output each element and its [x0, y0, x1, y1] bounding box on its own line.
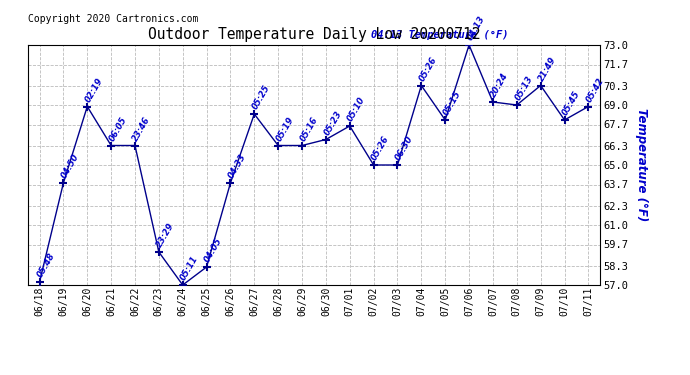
Text: 05:42: 05:42: [584, 76, 606, 104]
Text: Copyright 2020 Cartronics.com: Copyright 2020 Cartronics.com: [28, 14, 198, 24]
Text: 05:25: 05:25: [250, 84, 272, 111]
Text: 05:13: 05:13: [513, 75, 534, 102]
Text: 05:10: 05:10: [346, 96, 367, 123]
Text: 05:48: 05:48: [36, 252, 57, 279]
Text: 21:49: 21:49: [537, 55, 558, 83]
Text: 05:45: 05:45: [561, 90, 582, 117]
Text: 04:05: 04:05: [203, 237, 224, 264]
Y-axis label: Temperature (°F): Temperature (°F): [635, 108, 647, 222]
Text: 04:13: 04:13: [466, 15, 486, 42]
Text: 23:46: 23:46: [131, 115, 152, 143]
Title: Outdoor Temperature Daily Low 20200712: Outdoor Temperature Daily Low 20200712: [148, 27, 480, 42]
Text: 05:26: 05:26: [370, 135, 391, 162]
Text: 05:16: 05:16: [298, 115, 319, 143]
Text: 06:05: 06:05: [108, 115, 129, 143]
Text: 06:30: 06:30: [394, 135, 415, 162]
Text: 23:29: 23:29: [155, 222, 177, 249]
Text: 20:24: 20:24: [489, 72, 511, 99]
Text: 04:13 Temperature (°F): 04:13 Temperature (°F): [371, 30, 509, 40]
Text: 02:19: 02:19: [83, 76, 105, 104]
Text: 05:19: 05:19: [275, 115, 296, 143]
Text: 04:50: 04:50: [60, 153, 81, 180]
Text: 05:11: 05:11: [179, 255, 200, 282]
Text: 05:23: 05:23: [322, 109, 344, 137]
Text: 05:26: 05:26: [417, 55, 439, 83]
Text: 05:15: 05:15: [442, 90, 463, 117]
Text: 04:33: 04:33: [227, 153, 248, 180]
